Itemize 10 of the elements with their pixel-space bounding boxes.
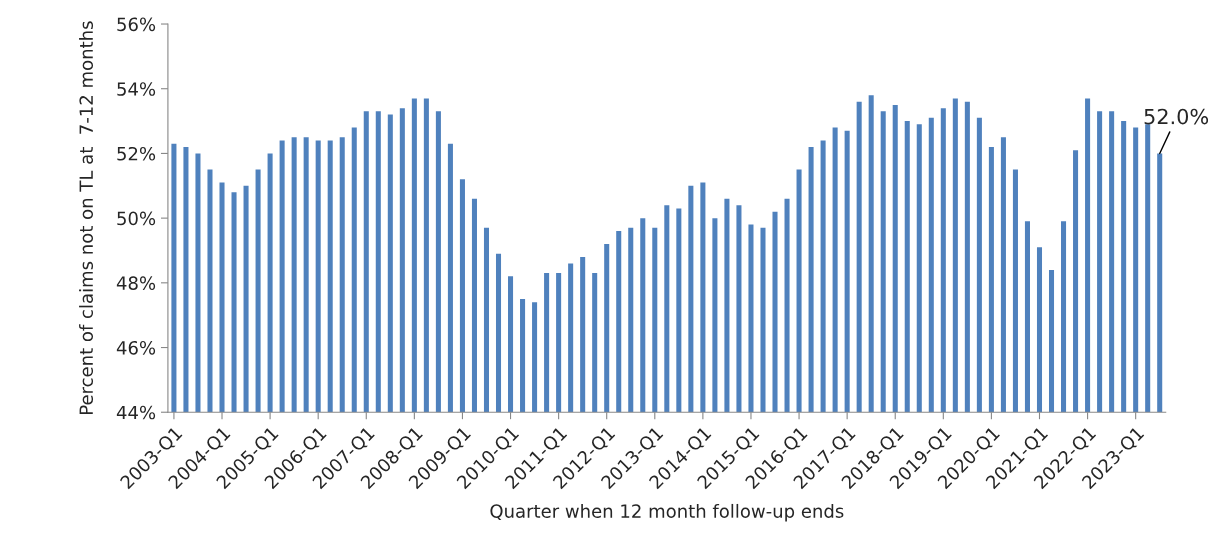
y-axis-title: Percent of claims not on TL at 7-12 months: [79, 21, 94, 414]
y-tick-label: 48%: [116, 276, 156, 290]
y-tick-label: 52%: [117, 146, 156, 161]
y-tick-label: 46%: [116, 340, 156, 355]
y-tick-label: 50%: [117, 211, 156, 226]
y-tick-label: 56%: [117, 17, 156, 32]
y-tick-label: 54%: [117, 82, 156, 96]
x-axis-title: Quarter when 12 month follow-up ends: [490, 503, 844, 522]
data-label: 52.0%: [1144, 108, 1208, 125]
y-tick-label: 44%: [116, 405, 156, 420]
